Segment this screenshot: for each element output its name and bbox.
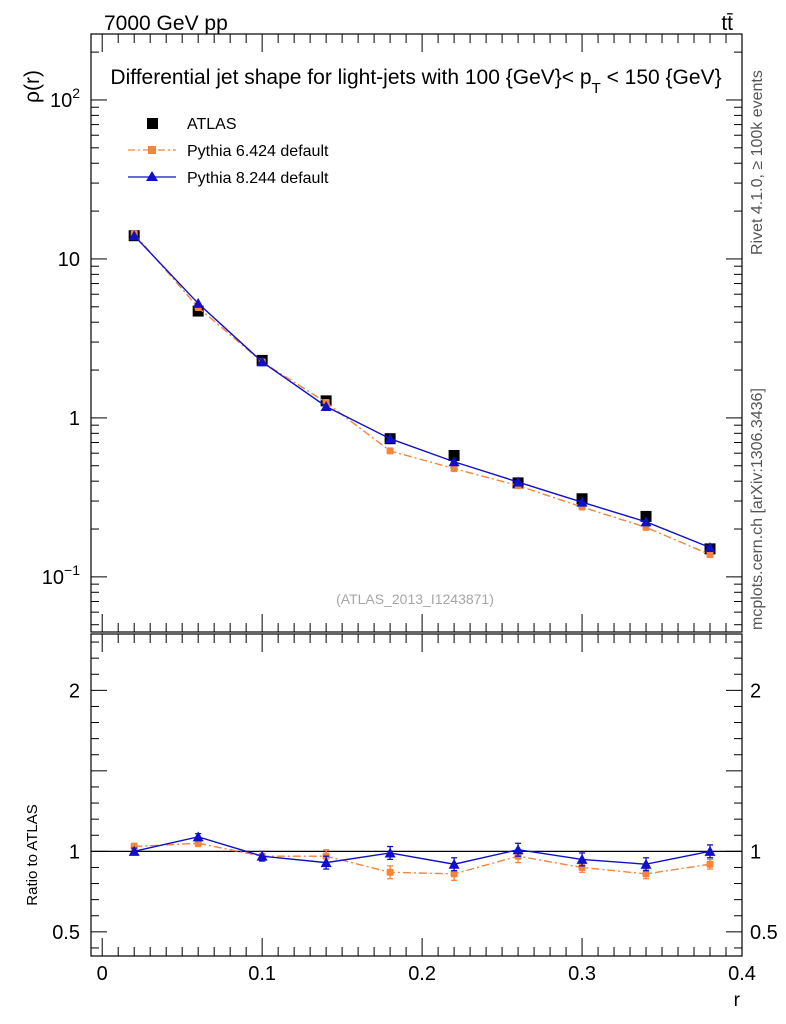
ratio-data-point (194, 839, 202, 847)
ratio-y-tick-label-right: 2 (750, 680, 761, 702)
x-tick-label: 0.3 (568, 963, 596, 985)
main-series-line (133, 235, 711, 549)
main-y-tick-label-exponent: 2 (72, 85, 80, 101)
main-y-tick-label: 10−1 (42, 562, 80, 589)
analysis-watermark: (ATLAS_2013_I1243871) (336, 591, 494, 607)
main-y-tick-label-exponent: −1 (64, 562, 80, 578)
main-y-tick-label-base: 10 (50, 90, 72, 112)
rivet-label: Rivet 4.1.0, ≥ 100k events (749, 70, 766, 255)
main-data-point (128, 230, 140, 241)
legend-pythia8-label: Pythia 8.244 default (187, 170, 329, 187)
ratio-y-tick-label-right: 0.5 (750, 922, 778, 944)
main-y-tick-label: 1 (69, 408, 80, 430)
main-data-point (192, 305, 204, 317)
ratio-series-line (134, 842, 711, 875)
main-chart-title: Differential jet shape for light-jets wi… (110, 66, 721, 97)
ratio-data-point (642, 870, 650, 878)
ratio-data-point (192, 831, 204, 842)
main-y-tick-label-base: 1 (69, 408, 80, 430)
legend-pythia6-marker (148, 146, 156, 154)
main-series-2 (128, 230, 716, 553)
ratio-y-tick-label-left: 1 (69, 841, 80, 863)
ratio-data-point (450, 870, 458, 878)
main-data-point (448, 450, 460, 462)
ratio-y-tick-label-left: 0.5 (52, 922, 80, 944)
ratio-y-tick-label-right: 1 (750, 841, 761, 863)
ratio-series-line (134, 836, 711, 865)
main-data-point (192, 297, 204, 308)
main-ticks (91, 34, 743, 632)
ratio-series (128, 831, 716, 881)
main-data-point (576, 496, 588, 507)
title-rest: < 150 {GeV} (601, 66, 722, 89)
main-series-0 (128, 230, 716, 555)
process-label: tt̄ (721, 12, 733, 35)
legend-entry-atlas: ATLAS (147, 116, 237, 133)
ratio-data-point (320, 857, 332, 868)
main-data-point (448, 456, 460, 467)
main-data-point (512, 476, 524, 487)
ratio-ticks (91, 634, 743, 956)
main-series-line (133, 233, 711, 556)
main-plot-frame (90, 33, 743, 633)
legend-atlas-label: ATLAS (187, 116, 237, 133)
source-label: mcplots.cern.ch [arXiv:1306.3436] (749, 388, 766, 630)
main-data-point (640, 516, 652, 527)
ratio-data-point (640, 858, 652, 869)
ratio-data-point (704, 845, 716, 856)
main-y-tick-label: 102 (50, 85, 80, 112)
legend-entry-pythia6: Pythia 6.424 default (128, 143, 329, 160)
title-main: Differential jet shape for light-jets wi… (110, 66, 591, 89)
x-axis-label: r (734, 990, 741, 1011)
main-data-point (320, 400, 332, 411)
legend-pythia8-marker (146, 171, 158, 181)
x-tick-label: 0.1 (248, 963, 276, 985)
ratio-data-point (384, 847, 396, 858)
energy-label: 7000 GeV pp (104, 12, 228, 35)
main-series-1 (130, 230, 714, 559)
main-y-tick-label: 10 (58, 249, 80, 271)
ratio-data-point (386, 868, 394, 876)
ratio-data-point (128, 845, 140, 856)
legend: ATLAS Pythia 6.424 default Pythia 8.244 … (128, 116, 329, 187)
ratio-plot-frame (90, 633, 743, 957)
ratio-data-point (576, 853, 588, 864)
ratio-panel: 0.5 0.51 12 2 0 0.1 0.2 0.3 0.4 Ratio to ATLAS … (24, 633, 778, 1011)
ratio-data-point (448, 858, 460, 869)
legend-entry-pythia8: Pythia 8.244 default (128, 170, 329, 187)
main-data-point (450, 465, 458, 473)
ratio-series-1 (128, 831, 716, 872)
legend-atlas-marker (147, 118, 158, 129)
main-data-point (706, 551, 714, 559)
ratio-data-point (512, 844, 524, 855)
main-data-point (256, 356, 268, 367)
main-y-tick-label-base: 10 (42, 567, 64, 589)
ratio-y-tick-label-left: 2 (69, 680, 80, 702)
ratio-data-point (706, 860, 714, 868)
main-series (128, 230, 716, 559)
ratio-data-point (256, 850, 268, 861)
main-y-tick-label-base: 10 (58, 249, 80, 271)
main-y-axis-label: ρ(r) (21, 70, 44, 103)
ratio-series-0 (130, 839, 714, 881)
ratio-y-tick-labels: 0.5 0.5 1 1 2 2 (52, 680, 778, 944)
main-data-point (386, 447, 394, 455)
ratio-x-tick-labels: 0 0.1 0.2 0.3 0.4 (97, 963, 756, 985)
x-tick-label: 0 (97, 963, 108, 985)
title-subscript: T (592, 80, 601, 97)
main-data-point (704, 542, 716, 553)
main-data-point (384, 433, 396, 444)
ratio-y-axis-label: Ratio to ATLAS (24, 804, 41, 905)
x-tick-label: 0.2 (408, 963, 436, 985)
x-tick-label: 0.4 (728, 963, 756, 985)
legend-pythia6-label: Pythia 6.424 default (187, 143, 329, 160)
